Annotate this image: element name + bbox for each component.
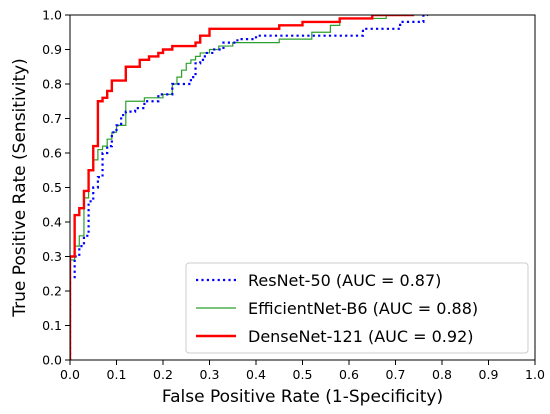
legend-label: DenseNet-121 (AUC = 0.92) bbox=[248, 327, 473, 346]
y-axis: 0.0 0.1 0.2 0.3 0.4 0.5 0.6 0.7 0.8 0.9 1.0 bbox=[42, 8, 70, 368]
legend: ResNet-50 (AUC = 0.87) EfficientNet-B6 (A… bbox=[185, 262, 529, 354]
y-tick-label: 0.8 bbox=[42, 77, 62, 92]
y-tick-label: 0.6 bbox=[42, 146, 62, 161]
series-layer bbox=[70, 15, 429, 360]
y-tick-label: 0.7 bbox=[42, 111, 62, 126]
x-tick-label: 1.0 bbox=[525, 367, 545, 382]
y-axis-title: True Positive Rate (Sensitivity) bbox=[10, 58, 30, 318]
x-tick-label: 0.0 bbox=[60, 367, 80, 382]
roc-curve-resnet50 bbox=[70, 15, 429, 360]
x-axis: 0.0 0.1 0.2 0.3 0.4 0.5 0.6 0.7 0.8 0.9 1.0 bbox=[60, 360, 545, 382]
x-tick-label: 0.7 bbox=[386, 367, 406, 382]
x-tick-label: 0.5 bbox=[293, 367, 313, 382]
y-tick-label: 0.9 bbox=[42, 42, 62, 57]
x-tick-label: 0.1 bbox=[107, 367, 127, 382]
y-tick-label: 0.0 bbox=[42, 353, 62, 368]
legend-label: ResNet-50 (AUC = 0.87) bbox=[248, 271, 441, 290]
x-tick-label: 0.6 bbox=[339, 367, 359, 382]
x-tick-label: 0.2 bbox=[153, 367, 173, 382]
x-tick-label: 0.4 bbox=[246, 367, 266, 382]
y-tick-label: 0.5 bbox=[42, 180, 62, 195]
x-axis-title: False Positive Rate (1-Specificity) bbox=[162, 387, 443, 407]
legend-label: EfficientNet-B6 (AUC = 0.88) bbox=[248, 299, 478, 318]
x-tick-label: 0.9 bbox=[479, 367, 499, 382]
x-tick-label: 0.3 bbox=[200, 367, 220, 382]
legend-frame bbox=[185, 262, 529, 354]
y-tick-label: 0.4 bbox=[42, 215, 62, 230]
y-tick-label: 0.3 bbox=[42, 249, 62, 264]
x-tick-label: 0.8 bbox=[432, 367, 452, 382]
y-tick-label: 0.1 bbox=[42, 318, 62, 333]
y-tick-label: 0.2 bbox=[42, 284, 62, 299]
y-tick-label: 1.0 bbox=[42, 8, 62, 23]
roc-curve-densenet121 bbox=[70, 15, 415, 360]
